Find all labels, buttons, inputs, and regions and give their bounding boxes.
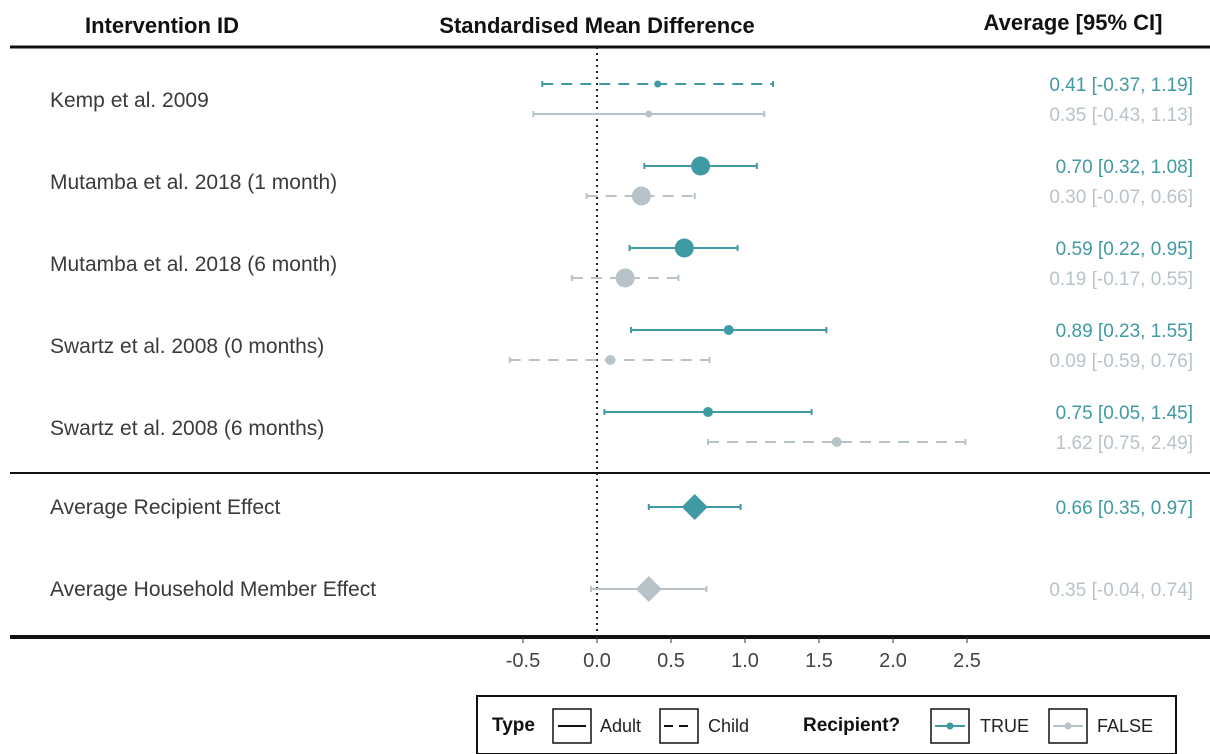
x-tick-label: 2.5 (953, 650, 981, 672)
ci-value-text: 0.30 [-0.07, 0.66] (1049, 187, 1193, 208)
summary-ci-text: 0.66 [0.35, 0.97] (1056, 498, 1193, 519)
summary-diamond (681, 494, 708, 520)
point-estimate (605, 355, 616, 365)
study-rows: Kemp et al. 2009 0.41 [-0.37, 1.19] 0.35 [… (50, 75, 1193, 454)
point-estimate (723, 325, 734, 335)
summary-ci-text: 0.35 [-0.04, 0.74] (1049, 580, 1193, 601)
study-label: Swartz et al. 2008 (6 months) (50, 417, 324, 440)
study-row: Mutamba et al. 2018 (6 month) 0.59 [0.22,… (50, 238, 1193, 290)
point-estimate (831, 437, 842, 447)
summary-label: Average Household Member Effect (50, 578, 376, 601)
header-intervention-id: Intervention ID (85, 13, 239, 38)
summary-diamond (635, 576, 662, 602)
legend-type-title: Type (492, 715, 535, 736)
summary-row: Average Recipient Effect 0.66 [0.35, 0.97… (50, 494, 1193, 520)
legend-true-label: TRUE (980, 716, 1029, 736)
ci-value-text: 0.89 [0.23, 1.55] (1056, 321, 1193, 342)
ci-value-text: 0.70 [0.32, 1.08] (1056, 157, 1193, 178)
point-estimate (674, 238, 694, 258)
x-axis: -0.5 0.0 0.5 1.0 1.5 2.0 2.5 (506, 637, 981, 672)
ci-value-text: 0.09 [-0.59, 0.76] (1049, 351, 1193, 372)
summary-rows: Average Recipient Effect 0.66 [0.35, 0.97… (50, 494, 1193, 602)
study-row: Swartz et al. 2008 (0 months) 0.89 [0.23,… (50, 321, 1193, 372)
study-label: Mutamba et al. 2018 (1 month) (50, 171, 337, 194)
legend: Type Adult Child Recipient? TRUE FALSE (476, 695, 1177, 754)
ci-value-text: 0.19 [-0.17, 0.55] (1049, 269, 1193, 290)
study-label: Kemp et al. 2009 (50, 89, 209, 112)
study-row: Kemp et al. 2009 0.41 [-0.37, 1.19] 0.35 [… (50, 75, 1193, 126)
ci-value-text: 0.41 [-0.37, 1.19] (1049, 75, 1193, 96)
ci-value-text: 1.62 [0.75, 2.49] (1056, 433, 1193, 454)
ci-value-text: 0.35 [-0.43, 1.13] (1049, 105, 1193, 126)
point-estimate (645, 110, 653, 118)
ci-value-text: 0.75 [0.05, 1.45] (1056, 403, 1193, 424)
point-estimate (703, 407, 713, 417)
point-estimate (691, 156, 711, 176)
study-label: Swartz et al. 2008 (0 months) (50, 335, 324, 358)
summary-label: Average Recipient Effect (50, 496, 281, 519)
header-smd: Standardised Mean Difference (439, 13, 754, 38)
legend-false-dot (1064, 722, 1072, 730)
legend-child-label: Child (708, 716, 749, 736)
header-average-ci: Average [95% CI] (984, 10, 1163, 35)
point-estimate (654, 80, 662, 88)
x-tick-label: 1.5 (805, 650, 833, 672)
point-estimate (615, 268, 635, 288)
legend-true-dot (946, 722, 954, 730)
study-label: Mutamba et al. 2018 (6 month) (50, 253, 337, 276)
study-row: Swartz et al. 2008 (6 months) 0.75 [0.05,… (50, 403, 1193, 454)
ci-value-text: 0.59 [0.22, 0.95] (1056, 239, 1193, 260)
legend-false-label: FALSE (1097, 716, 1153, 736)
summary-row: Average Household Member Effect 0.35 [-0.… (50, 576, 1193, 602)
study-row: Mutamba et al. 2018 (1 month) 0.70 [0.32,… (50, 156, 1193, 208)
x-tick-label: -0.5 (506, 650, 540, 672)
x-tick-label: 0.5 (657, 650, 685, 672)
point-estimate (631, 186, 651, 206)
x-tick-label: 0.0 (583, 650, 611, 672)
x-tick-label: 2.0 (879, 650, 907, 672)
legend-adult-label: Adult (600, 716, 641, 736)
column-headers: Intervention ID Standardised Mean Differ… (85, 10, 1162, 38)
legend-recipient-title: Recipient? (803, 715, 900, 736)
x-tick-label: 1.0 (731, 650, 759, 672)
